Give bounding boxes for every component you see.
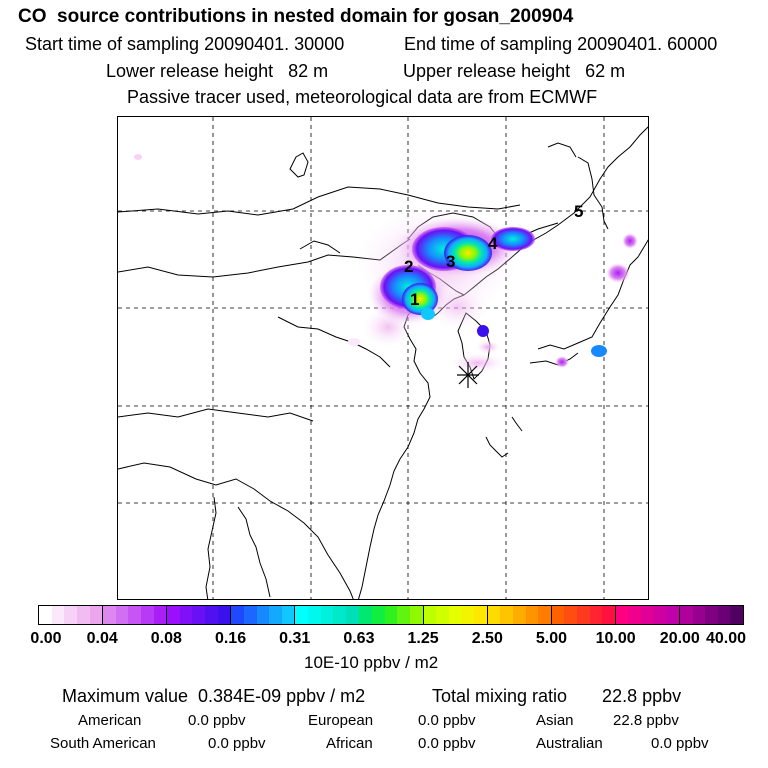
total-mixing-ratio: Total mixing ratio 22.8 ppbv (432, 686, 682, 706)
colorbar-tick-label: 0.04 (86, 630, 118, 647)
region-value: 0.0 ppbv (208, 735, 266, 752)
region-name: Asian (536, 712, 574, 729)
maximum-value: Maximum value 0.384E-09 ppbv / m2 (62, 686, 366, 706)
region-value: 0.0 ppbv (651, 735, 709, 752)
region-value: 0.0 ppbv (418, 712, 476, 729)
colorbar-segment (39, 606, 104, 624)
receptor-star-icon (457, 362, 479, 388)
region-name: African (326, 735, 373, 752)
plot-title: CO source contributions in nested domain… (18, 6, 574, 27)
colorbar-tick-label: 2.50 (471, 630, 503, 647)
colorbar-tick-label: 0.63 (343, 630, 375, 647)
colorbar-tick-label: 0.08 (150, 630, 182, 647)
colorbar-segment (679, 606, 744, 624)
region-value: 0.0 ppbv (418, 735, 476, 752)
colorbar-segment (231, 606, 296, 624)
source-labels: 1 2 3 4 5 (404, 202, 583, 309)
colorbar-tick-label: 0.00 (30, 630, 62, 647)
colorbar-segment (487, 606, 552, 624)
colorbar-tick-label: 0.16 (214, 630, 247, 647)
colorbar-segment (167, 606, 232, 624)
region-name: South American (50, 735, 156, 752)
map-panel: 1 2 3 4 5 (117, 116, 649, 600)
source-label-5: 5 (574, 202, 583, 221)
region-value: 22.8 ppbv (613, 712, 679, 729)
concentration-field (134, 154, 638, 373)
source-label-3: 3 (446, 252, 455, 271)
colorbar-segment (423, 606, 488, 624)
source-label-1: 1 (410, 290, 419, 309)
start-time-label: Start time of sampling 20090401. 30000 (25, 34, 345, 54)
coastlines-and-borders (118, 126, 648, 599)
colorbar-tick-label: 1.25 (407, 630, 439, 647)
colorbar-unit: 10E-10 ppbv / m2 (304, 653, 439, 672)
grid-lines (118, 117, 648, 599)
colorbar-tick-label: 20.00 (659, 630, 700, 647)
colorbar-segment (551, 606, 616, 624)
colorbar-segment (295, 606, 360, 624)
colorbar-segment (103, 606, 168, 624)
colorbar (38, 605, 744, 625)
end-time-label: End time of sampling 20090401. 60000 (404, 34, 718, 54)
colorbar-tick-label: 40.00 (705, 630, 747, 647)
region-name: Australian (536, 735, 603, 752)
lower-release-height: Lower release height 82 m (106, 61, 329, 81)
region-name: European (308, 712, 374, 729)
map-canvas: 1 2 3 4 5 (118, 117, 648, 599)
source-label-2: 2 (404, 257, 413, 276)
tracer-note: Passive tracer used, meteorological data… (127, 87, 598, 107)
source-label-4: 4 (488, 234, 498, 253)
colorbar-tick-label: 0.31 (279, 630, 311, 647)
colorbar-tick-label: 5.00 (535, 630, 568, 647)
colorbar-tick-label: 10.00 (595, 630, 636, 647)
colorbar-segment (615, 606, 680, 624)
colorbar-segment (359, 606, 424, 624)
upper-release-height: Upper release height 62 m (403, 61, 626, 81)
region-name: American (78, 712, 142, 729)
region-value: 0.0 ppbv (188, 712, 246, 729)
